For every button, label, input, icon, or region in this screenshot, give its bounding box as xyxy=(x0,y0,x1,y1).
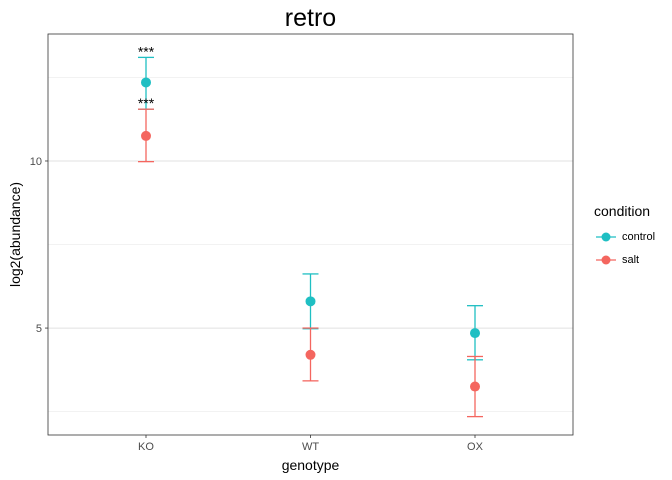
x-tick-label: KO xyxy=(138,441,154,453)
y-axis-title: log2(abundance) xyxy=(7,182,23,287)
x-tick-label: WT xyxy=(302,441,319,453)
legend-item-control: control xyxy=(594,225,655,248)
legend-label-salt: salt xyxy=(622,253,640,266)
legend-title: condition xyxy=(594,203,651,219)
point-salt-OX xyxy=(470,381,480,392)
legend-label-control: control xyxy=(622,230,656,243)
point-control-WT xyxy=(305,296,316,307)
x-axis: KO WT OX xyxy=(138,435,484,453)
error-bars xyxy=(138,56,483,418)
significance-label: *** xyxy=(138,43,155,59)
legend-key-salt xyxy=(596,255,616,264)
point-salt-KO xyxy=(141,130,151,141)
y-tick-label: 5 xyxy=(36,323,42,335)
significance-label: *** xyxy=(138,95,155,111)
point-control-KO xyxy=(141,77,151,88)
significance-annotations: *** *** xyxy=(138,43,155,111)
data-points xyxy=(141,77,480,392)
y-tick-label: 10 xyxy=(30,156,42,168)
y-axis: 5 10 xyxy=(30,156,48,335)
point-salt-WT xyxy=(305,349,316,360)
x-axis-title: genotype xyxy=(282,457,340,473)
x-tick-label: OX xyxy=(467,441,484,453)
point-control-OX xyxy=(470,328,480,339)
legend: condition control salt xyxy=(594,203,655,271)
legend-key-control xyxy=(596,232,616,241)
legend-item-salt: salt xyxy=(594,248,655,271)
chart-title: retro xyxy=(284,4,337,32)
